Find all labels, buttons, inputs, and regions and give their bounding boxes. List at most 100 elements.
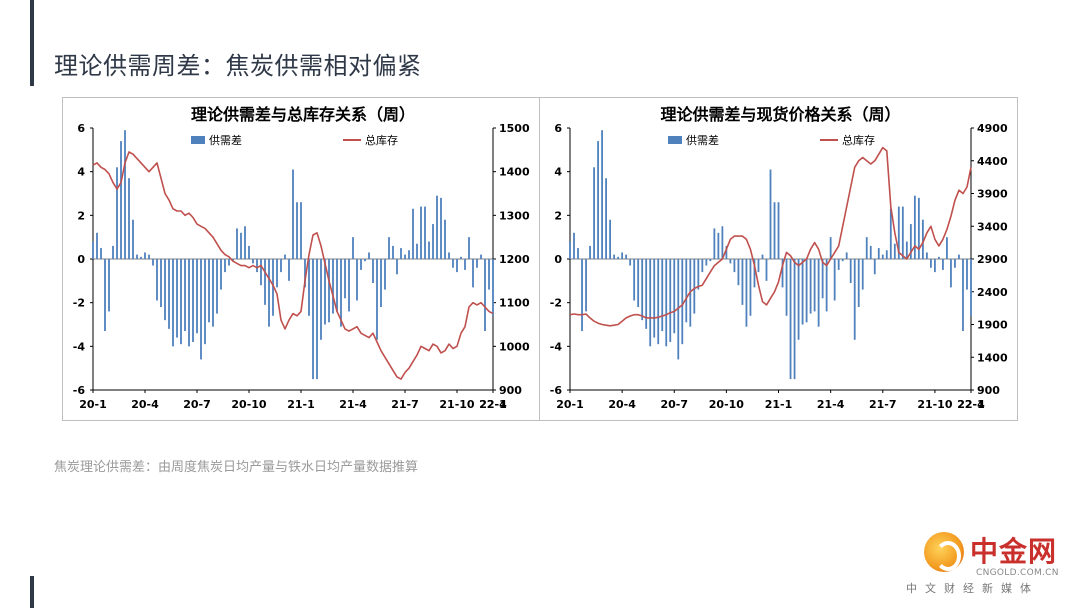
bar-supply-demand-gap <box>200 259 202 360</box>
bar-supply-demand-gap <box>392 245 394 259</box>
bar-supply-demand-gap <box>613 254 616 259</box>
bar-supply-demand-gap <box>424 206 426 259</box>
chart-title: 理论供需差与总库存关系（周） <box>191 105 415 124</box>
bar-supply-demand-gap <box>184 259 186 332</box>
bar-supply-demand-gap <box>765 259 768 281</box>
bar-supply-demand-gap <box>773 202 776 259</box>
bar-supply-demand-gap <box>901 206 904 259</box>
legend-label-line: 总库存 <box>365 133 398 147</box>
chart-title: 理论供需差与现货价格关系（周） <box>660 105 900 124</box>
bar-supply-demand-gap <box>625 254 628 259</box>
bar-supply-demand-gap <box>260 259 262 286</box>
y-tick-label-left: -4 <box>73 340 86 353</box>
y-tick-label-left: 6 <box>554 122 562 135</box>
legend-swatch-bars <box>191 136 205 144</box>
bar-supply-demand-gap <box>757 259 760 273</box>
bar-supply-demand-gap <box>729 259 732 264</box>
bar-supply-demand-gap <box>805 259 808 323</box>
bar-supply-demand-gap <box>865 237 868 259</box>
bar-supply-demand-gap <box>400 248 402 259</box>
bar-supply-demand-gap <box>116 167 118 259</box>
y-tick-label-right: 1900 <box>977 319 1008 332</box>
bar-supply-demand-gap <box>761 254 764 259</box>
bar-supply-demand-gap <box>829 237 832 259</box>
bar-supply-demand-gap <box>268 259 270 327</box>
bar-supply-demand-gap <box>464 259 466 270</box>
bar-supply-demand-gap <box>340 259 342 327</box>
bar-supply-demand-gap <box>228 259 230 266</box>
bar-supply-demand-gap <box>665 259 668 347</box>
bar-supply-demand-gap <box>889 208 892 259</box>
bar-supply-demand-gap <box>801 259 804 325</box>
y-tick-label-left: 6 <box>77 122 85 135</box>
bar-supply-demand-gap <box>404 254 406 259</box>
bar-supply-demand-gap <box>685 259 688 323</box>
bar-supply-demand-gap <box>946 237 948 259</box>
x-tick-label: 20-7 <box>660 398 688 411</box>
bar-supply-demand-gap <box>104 259 106 332</box>
bar-supply-demand-gap <box>216 259 218 314</box>
chart-panel-price: 理论供需差与现货价格关系（周） 供需差 总库存 -6 -4 -2 0 2 4 6 900 1400 19… <box>539 97 1018 421</box>
bar-supply-demand-gap <box>645 259 648 329</box>
bar-supply-demand-gap <box>292 169 294 259</box>
y-tick-label-left: -6 <box>73 384 86 397</box>
chart-inventory: 理论供需差与总库存关系（周） 供需差 总库存 -6 -4 -2 0 2 4 6 900 1000 110… <box>73 105 530 411</box>
legend-label-bars: 供需差 <box>209 133 242 147</box>
bar-supply-demand-gap <box>284 254 286 259</box>
bar-supply-demand-gap <box>569 241 571 259</box>
bar-supply-demand-gap <box>649 259 652 347</box>
bottom-accent-bar <box>30 576 34 608</box>
bar-supply-demand-gap <box>224 259 226 273</box>
bar-supply-demand-gap <box>140 256 142 259</box>
bar-supply-demand-gap <box>480 254 482 259</box>
chart-price: 理论供需差与现货价格关系（周） 供需差 总库存 -6 -4 -2 0 2 4 6 900 1400 19… <box>550 105 1008 411</box>
bar-supply-demand-gap <box>697 259 700 290</box>
bar-supply-demand-gap <box>372 259 374 284</box>
bar-supply-demand-gap <box>192 259 194 342</box>
bar-supply-demand-gap <box>809 259 812 314</box>
bar-supply-demand-gap <box>861 259 864 290</box>
bar-supply-demand-gap <box>573 232 575 259</box>
bar-supply-demand-gap <box>448 252 450 259</box>
x-tick-label: 21-10 <box>917 398 953 411</box>
y-tick-label-left: -2 <box>550 297 562 310</box>
bar-supply-demand-gap <box>152 259 154 266</box>
bar-supply-demand-gap <box>741 259 744 305</box>
bar-supply-demand-gap <box>92 241 94 259</box>
bar-supply-demand-gap <box>248 245 250 259</box>
legend-label-bars: 供需差 <box>686 133 719 147</box>
bar-supply-demand-gap <box>360 259 362 270</box>
bar-supply-demand-gap <box>196 259 198 334</box>
bar-supply-demand-gap <box>893 243 896 259</box>
bar-supply-demand-gap <box>617 256 620 259</box>
y-tick-label-right: 1000 <box>499 340 530 353</box>
bar-supply-demand-gap <box>312 259 314 380</box>
bar-supply-demand-gap <box>789 259 792 380</box>
bar-supply-demand-gap <box>288 259 290 281</box>
bar-supply-demand-gap <box>581 259 583 332</box>
bar-supply-demand-gap <box>472 259 474 288</box>
y-tick-label-left: 2 <box>554 209 562 222</box>
bar-supply-demand-gap <box>300 202 302 259</box>
bar-supply-demand-gap <box>460 256 462 259</box>
line-series-inventory <box>92 151 494 380</box>
bar-supply-demand-gap <box>204 259 206 345</box>
bar-supply-demand-gap <box>753 259 756 288</box>
bar-supply-demand-gap <box>160 259 162 308</box>
bar-supply-demand-gap <box>468 237 470 259</box>
bar-supply-demand-gap <box>970 259 972 316</box>
y-tick-label-right: 2900 <box>977 253 1008 266</box>
y-tick-label-left: 4 <box>77 166 85 179</box>
bar-supply-demand-gap <box>296 202 298 259</box>
bar-supply-demand-gap <box>320 259 322 340</box>
bar-supply-demand-gap <box>637 259 640 308</box>
bar-supply-demand-gap <box>813 259 816 312</box>
bar-supply-demand-gap <box>930 259 932 268</box>
brand-tagline: 中文财经新媒体 <box>906 582 1039 595</box>
bar-supply-demand-gap <box>845 252 848 259</box>
bar-supply-demand-gap <box>324 259 326 325</box>
y-tick-label-left: 2 <box>77 209 85 222</box>
bar-supply-demand-gap <box>713 228 716 259</box>
bar-supply-demand-gap <box>873 259 876 275</box>
bar-supply-demand-gap <box>344 259 346 299</box>
